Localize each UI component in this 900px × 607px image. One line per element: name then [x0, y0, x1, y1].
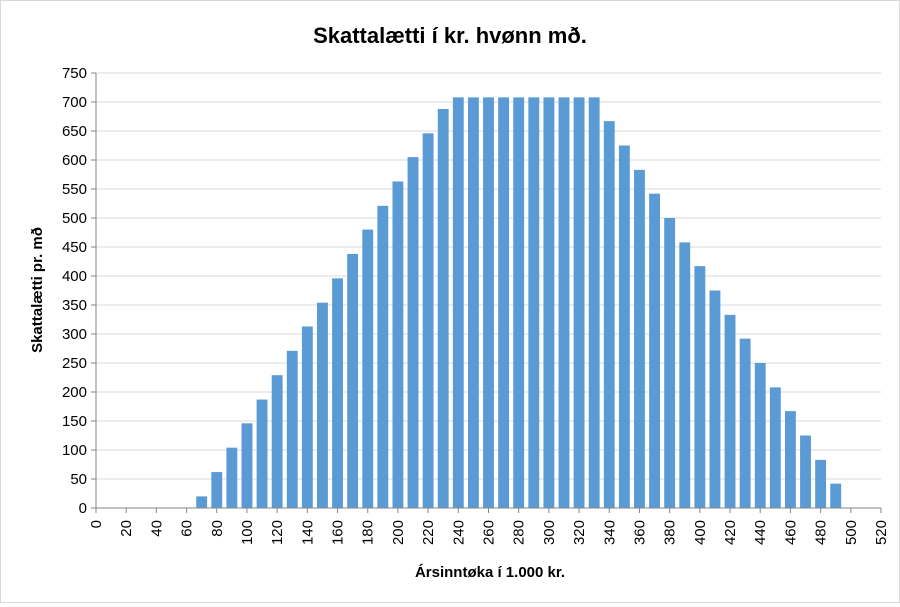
- bar: [694, 266, 706, 508]
- bar: [256, 399, 268, 508]
- x-tick-label: 280: [511, 520, 528, 545]
- x-tick-label: 100: [239, 520, 256, 545]
- x-tick-label: 400: [692, 520, 709, 545]
- bar: [513, 97, 525, 509]
- chart-title: Skattalætti í kr. hvønn mð.: [313, 23, 587, 48]
- x-tick-label: 60: [179, 520, 196, 537]
- x-tick-label: 520: [873, 520, 890, 545]
- bar: [422, 133, 434, 508]
- bar: [543, 97, 555, 509]
- bar: [332, 278, 343, 508]
- x-tick-label: 260: [481, 520, 498, 545]
- bar: [800, 435, 811, 508]
- y-tick-label: 300: [62, 326, 87, 343]
- bar: [558, 97, 570, 509]
- bar: [588, 97, 600, 509]
- bar: [830, 483, 842, 508]
- x-tick-label: 120: [269, 520, 286, 545]
- x-tick-label: 40: [148, 520, 165, 537]
- bar: [362, 229, 374, 508]
- bar: [347, 253, 359, 508]
- bar: [301, 326, 313, 508]
- y-tick-label: 350: [62, 297, 87, 314]
- bar: [407, 157, 419, 508]
- bar: [226, 447, 238, 508]
- bar: [498, 97, 510, 509]
- y-tick-label: 650: [62, 123, 87, 140]
- bar: [528, 97, 540, 509]
- x-tick-label: 160: [330, 520, 347, 545]
- y-tick-label: 450: [62, 239, 87, 256]
- y-tick-label: 50: [70, 471, 87, 488]
- y-tick-label: 200: [62, 384, 87, 401]
- y-tick-label: 150: [62, 413, 87, 430]
- x-tick-label: 340: [601, 520, 618, 545]
- y-tick-label: 600: [62, 152, 87, 169]
- bar: [754, 363, 766, 508]
- bar: [437, 108, 449, 509]
- x-tick-label: 360: [631, 520, 648, 545]
- bar: [573, 97, 585, 509]
- x-tick-label: 0: [88, 520, 105, 528]
- y-tick-label: 750: [62, 65, 87, 82]
- x-tick-label: 220: [420, 520, 437, 545]
- bar: [271, 375, 283, 508]
- bar: [815, 459, 827, 508]
- axes: [91, 72, 882, 513]
- bar: [377, 205, 389, 508]
- bar: [286, 350, 298, 508]
- bar: [392, 181, 404, 508]
- x-tick-label: 80: [209, 520, 226, 537]
- x-tick-label: 460: [782, 520, 799, 545]
- x-tick-label: 440: [752, 520, 769, 545]
- x-tick-label: 300: [541, 520, 558, 545]
- bar: [483, 97, 494, 509]
- bar: [724, 314, 736, 508]
- x-tick-label: 200: [390, 520, 407, 545]
- x-axis-title: Ársinntøka í 1.000 kr.: [415, 564, 565, 581]
- x-tick-label: 420: [722, 520, 739, 545]
- bar: [196, 496, 208, 508]
- bar: [784, 411, 796, 508]
- x-tick-label: 140: [299, 520, 316, 545]
- y-tick-labels: 0 50 100 150 200 250 300 350 400 450 500 550 600 650 7…: [62, 65, 87, 517]
- bar: [709, 290, 721, 508]
- x-tick-label: 480: [813, 520, 830, 545]
- y-tick-label: 500: [62, 210, 87, 227]
- y-axis-title: Skattalætti pr. mð: [29, 227, 46, 353]
- bar: [317, 302, 328, 508]
- bar: [603, 121, 615, 508]
- y-tick-label: 400: [62, 268, 87, 285]
- bar: [739, 338, 751, 508]
- x-tick-label: 500: [843, 520, 860, 545]
- y-tick-label: 100: [62, 442, 87, 459]
- x-tick-label: 20: [118, 520, 135, 537]
- bar: [649, 193, 660, 508]
- bar: [634, 169, 645, 509]
- x-tick-label: 240: [450, 520, 467, 545]
- y-tick-label: 250: [62, 355, 87, 372]
- bar: [211, 472, 223, 508]
- y-tick-label: 0: [79, 500, 87, 517]
- bar: [241, 423, 253, 508]
- y-tick-label: 700: [62, 94, 87, 111]
- x-tick-label: 320: [571, 520, 588, 545]
- x-tick-label: 180: [360, 520, 377, 545]
- y-tick-label: 550: [62, 181, 87, 198]
- x-tick-label: 380: [662, 520, 679, 545]
- x-tick-labels: 0 20 40 60 80 100 120 140 160 180 200 220 240 260 280 3…: [88, 520, 890, 545]
- bar: [452, 97, 464, 509]
- bar: [679, 242, 691, 509]
- bar: [664, 218, 676, 508]
- bar: [467, 97, 479, 509]
- bars: [196, 97, 842, 509]
- bar: [769, 387, 781, 508]
- bar: [618, 145, 630, 508]
